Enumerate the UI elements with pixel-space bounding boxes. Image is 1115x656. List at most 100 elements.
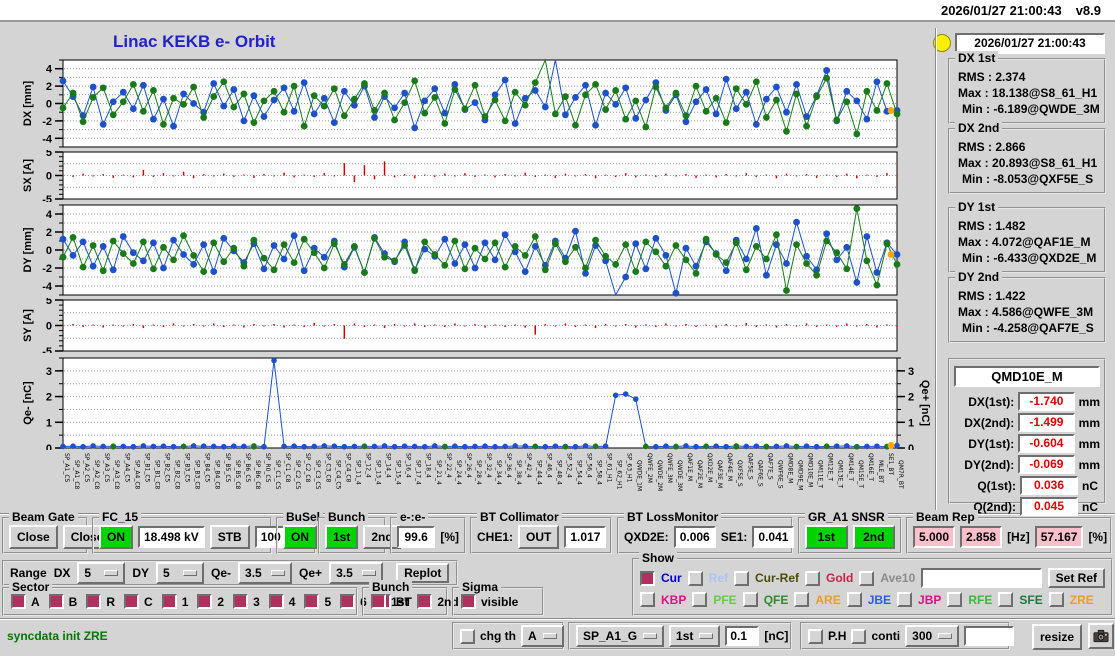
- che1-readout: 1.017: [564, 526, 607, 548]
- show-ave10-label: Ave10: [880, 571, 916, 585]
- svg-text:2: 2: [908, 392, 914, 404]
- range-dx-select[interactable]: 5: [77, 562, 126, 584]
- show-jbe-checkbox[interactable]: [846, 592, 862, 607]
- range-dy-select[interactable]: 5: [156, 562, 205, 584]
- svg-text:SP_B2_C5: SP_B2_C5: [163, 453, 170, 483]
- resize-button[interactable]: resize: [1032, 624, 1083, 650]
- count-select[interactable]: 300: [905, 625, 960, 647]
- sector-2-checkbox[interactable]: 2: [197, 594, 224, 609]
- sector-group: Sector A B R C 1 2 3 4 5 6 BT: [2, 580, 412, 616]
- svg-text:SP_22_4: SP_22_4: [445, 453, 452, 478]
- show-are-checkbox[interactable]: [794, 592, 810, 607]
- svg-text:SP_B1_C8: SP_B1_C8: [153, 460, 160, 490]
- svg-text:SP_C4_C8: SP_C4_C8: [344, 453, 351, 483]
- chg-th-group: chg th A: [452, 622, 564, 650]
- svg-text:1: 1: [908, 417, 914, 429]
- beam-rep-actual-readout: 2.858: [960, 526, 1003, 548]
- sector-a-checkbox[interactable]: A: [11, 594, 40, 609]
- sector-4-checkbox[interactable]: 4: [268, 594, 295, 609]
- bpm-select[interactable]: SP_A1_G: [576, 625, 665, 647]
- bunch-readout-select[interactable]: 1st: [669, 625, 721, 647]
- sector-5-checkbox[interactable]: 5: [304, 594, 331, 609]
- svg-text:DY [mm]: DY [mm]: [22, 227, 34, 272]
- svg-text:SP_A2_C8: SP_A2_C8: [93, 460, 100, 490]
- svg-text:SP_C2_C5: SP_C2_C5: [294, 460, 301, 490]
- svg-text:SP_15_4: SP_15_4: [395, 460, 402, 485]
- sector-c-checkbox[interactable]: C: [124, 594, 153, 609]
- show-jbp-label: JBP: [918, 592, 942, 607]
- svg-text:0: 0: [46, 443, 52, 450]
- sector-b-checkbox[interactable]: B: [48, 594, 77, 609]
- svg-text:SP_17_4: SP_17_4: [415, 460, 422, 485]
- sector-1-checkbox[interactable]: 1: [161, 594, 188, 609]
- min-label: Min :: [962, 102, 990, 116]
- ph-checkbox[interactable]: P.H: [808, 628, 846, 644]
- bunch-1st-checkbox[interactable]: 1st: [371, 594, 408, 609]
- show-qfe-checkbox[interactable]: [742, 592, 758, 607]
- bunch-2nd-button[interactable]: 2nd: [363, 525, 401, 549]
- fc15-stb-button[interactable]: STB: [209, 525, 250, 549]
- svg-text:SP_A2_C5: SP_A2_C5: [83, 453, 90, 483]
- replot-button[interactable]: Replot: [396, 563, 450, 583]
- show-ref-checkbox[interactable]: [687, 570, 703, 586]
- svg-text:Qe+ [nC]: Qe+ [nC]: [919, 380, 931, 426]
- che1-out-button[interactable]: OUT: [518, 525, 560, 549]
- svg-text:QM13E_T: QM13E_T: [837, 460, 844, 488]
- chg-th-checkbox[interactable]: chg th: [460, 628, 516, 644]
- show-sfe-checkbox[interactable]: [998, 592, 1014, 607]
- show-jbp-checkbox[interactable]: [897, 592, 913, 607]
- show-zre-checkbox[interactable]: [1048, 592, 1064, 607]
- chg-th-select[interactable]: A: [521, 625, 564, 647]
- busel-group: BuSel ON: [276, 510, 324, 554]
- beam-gate-close-button-1[interactable]: Close: [9, 525, 58, 549]
- svg-text:QWDE_2M: QWDE_2M: [656, 460, 663, 491]
- fc15-on-button[interactable]: ON: [99, 525, 133, 549]
- qxd2e-label: QXD2E:: [624, 530, 669, 544]
- extra-input[interactable]: [964, 626, 1015, 646]
- ref-file-input[interactable]: [921, 568, 1042, 588]
- gr-a1-1st-button[interactable]: 1st: [805, 525, 848, 549]
- svg-text:SP_52_4: SP_52_4: [565, 453, 572, 478]
- bt-collimator-group: BT Collimator CHE1: OUT 1.017: [470, 510, 612, 554]
- svg-text:SP_B4_C5: SP_B4_C5: [204, 453, 211, 483]
- threshold-unit: [nC]: [764, 629, 789, 643]
- svg-text:SP_R0_C5: SP_R0_C5: [264, 453, 271, 483]
- sector-r-checkbox[interactable]: R: [86, 594, 115, 609]
- show-kbp-checkbox[interactable]: [640, 592, 655, 607]
- svg-text:SP_B4_C8: SP_B4_C8: [214, 460, 221, 490]
- beam-rep-pct-unit: [%]: [1088, 530, 1108, 544]
- svg-text:-4: -4: [42, 133, 53, 145]
- range-qem-select[interactable]: 3.5: [238, 562, 293, 584]
- svg-text:QM12E_T: QM12E_T: [827, 453, 834, 481]
- gr-a1-2nd-button[interactable]: 2nd: [852, 525, 895, 549]
- set-ref-button[interactable]: Set Ref: [1047, 568, 1105, 588]
- svg-text:2: 2: [46, 81, 52, 93]
- show-rfe-checkbox[interactable]: [947, 592, 963, 607]
- show-cur-checkbox[interactable]: [640, 570, 655, 586]
- svg-text:SP_14_4: SP_14_4: [385, 453, 392, 478]
- show-cur-ref-checkbox[interactable]: [734, 570, 750, 586]
- show-gold-checkbox[interactable]: [805, 570, 821, 586]
- range-qem-label: Qe-: [211, 566, 232, 580]
- show-pfe-checkbox[interactable]: [692, 592, 708, 607]
- svg-text:MLE_BT: MLE_BT: [877, 460, 884, 483]
- dy2nd-value: -0.069: [1018, 455, 1075, 474]
- sector-3-checkbox[interactable]: 3: [233, 594, 260, 609]
- q1st-value: 0.036: [1020, 476, 1078, 495]
- svg-text:SP_C1_C5: SP_C1_C5: [274, 460, 281, 490]
- svg-text:SP_24_4: SP_24_4: [455, 460, 462, 485]
- sigma-visible-checkbox[interactable]: visible: [461, 594, 518, 609]
- svg-text:-2: -2: [42, 116, 52, 128]
- option-menu-dash-icon: [271, 570, 286, 576]
- screenshot-button[interactable]: [1088, 623, 1114, 649]
- svg-text:SP_B3_C8: SP_B3_C8: [194, 460, 201, 490]
- show-ave10-checkbox[interactable]: [859, 570, 875, 586]
- fc15-group: FC_15 ON 18.498 kV STB 100 %: [92, 510, 301, 554]
- bunch-1st-button[interactable]: 1st: [325, 525, 359, 549]
- busel-on-button[interactable]: ON: [283, 525, 317, 549]
- beam-rep-group: Beam Rep 5.000 2.858 [Hz] 57.167 [%]: [906, 510, 1112, 554]
- svg-text:QM15E_T: QM15E_T: [857, 460, 864, 488]
- conti-checkbox[interactable]: conti: [851, 628, 900, 644]
- range-qep-select[interactable]: 3.5: [329, 562, 384, 584]
- threshold-input[interactable]: [725, 626, 760, 646]
